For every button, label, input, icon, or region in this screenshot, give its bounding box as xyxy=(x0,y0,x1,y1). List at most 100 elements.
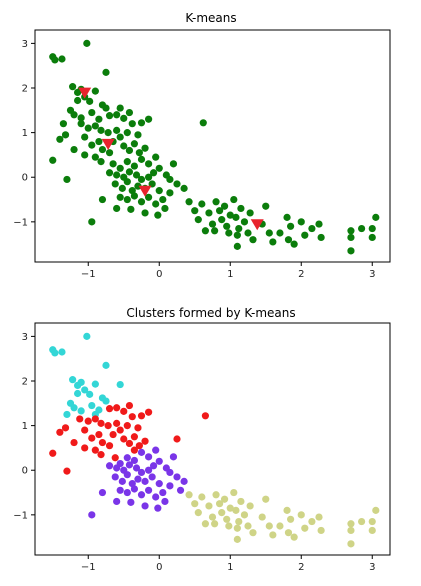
scatter-point xyxy=(232,506,240,514)
scatter-point xyxy=(98,438,107,447)
scatter-point xyxy=(244,522,252,530)
scatter-point xyxy=(246,209,254,217)
scatter-point xyxy=(159,195,167,204)
scatter-point xyxy=(347,227,355,235)
plot-frame xyxy=(34,29,391,263)
scatter-point xyxy=(77,407,85,415)
scatter-point xyxy=(102,397,110,405)
scatter-point xyxy=(315,220,323,228)
y-tick-label: −1 xyxy=(13,217,28,228)
scatter-point xyxy=(169,160,178,168)
scatter-point xyxy=(125,461,134,469)
chart-title: Clusters formed by K-means xyxy=(126,306,295,320)
scatter-point xyxy=(113,464,121,472)
scatter-point xyxy=(137,468,146,477)
scatter-point xyxy=(105,462,114,470)
scatter-point xyxy=(113,419,121,427)
scatter-point xyxy=(216,500,224,508)
scatter-point xyxy=(91,153,99,161)
scatter-point xyxy=(130,485,138,493)
scatter-point xyxy=(113,171,121,179)
scatter-point xyxy=(223,222,231,230)
scatter-point xyxy=(368,233,376,242)
scatter-point xyxy=(61,424,70,432)
scatter-point xyxy=(145,115,153,123)
scatter-point xyxy=(70,404,78,412)
scatter-point xyxy=(308,517,316,526)
scatter-point xyxy=(368,517,376,526)
scatter-point xyxy=(61,131,70,139)
scatter-point xyxy=(104,422,112,430)
scatter-point xyxy=(145,193,153,201)
x-tick-label: 3 xyxy=(369,562,375,573)
scatter-point xyxy=(134,131,142,139)
scatter-point xyxy=(137,412,146,420)
x-tick-label: 3 xyxy=(369,269,375,280)
scatter-point xyxy=(132,464,141,472)
centroid-marker xyxy=(78,87,92,99)
scatter-point xyxy=(120,435,128,443)
scatter-point xyxy=(125,439,134,448)
scatter-point xyxy=(74,389,82,398)
scatter-point xyxy=(77,378,85,386)
scatter-point xyxy=(84,417,92,425)
scatter-point xyxy=(120,114,128,122)
scatter-point xyxy=(127,498,135,506)
scatter-point xyxy=(148,473,156,481)
scatter-point xyxy=(123,454,131,462)
scatter-point xyxy=(125,401,134,410)
scatter-point xyxy=(58,55,66,63)
scatter-point xyxy=(97,419,105,427)
scatter-point xyxy=(113,404,121,412)
scatter-point xyxy=(137,448,146,456)
scatter-point xyxy=(132,171,141,179)
scatter-point xyxy=(76,415,84,423)
scatter-point xyxy=(265,229,273,237)
scatter-point xyxy=(63,410,71,419)
scatter-point xyxy=(218,509,226,517)
scatter-point xyxy=(372,213,380,221)
scatter-point xyxy=(233,524,241,532)
data-points xyxy=(49,39,380,255)
scatter-point xyxy=(201,412,209,420)
scatter-point xyxy=(223,515,231,523)
scatter-point xyxy=(97,451,105,459)
scatter-point xyxy=(166,175,174,184)
scatter-point xyxy=(130,433,138,441)
x-tick-label: 1 xyxy=(227,562,233,573)
scatter-point xyxy=(297,511,305,519)
scatter-point xyxy=(216,207,224,215)
scatter-point xyxy=(297,218,305,226)
scatter-point xyxy=(155,164,163,172)
scatter-point xyxy=(283,213,291,221)
scatter-point xyxy=(113,204,121,213)
scatter-point xyxy=(97,158,105,166)
scatter-point xyxy=(368,224,376,233)
scatter-point xyxy=(194,509,202,517)
y-tick-label: 3 xyxy=(22,39,28,50)
scatter-point xyxy=(308,224,316,233)
scatter-point xyxy=(240,218,249,226)
scatter-point xyxy=(123,178,131,186)
scatter-point xyxy=(111,180,119,188)
scatter-point xyxy=(123,195,131,204)
y-tick-label: 0 xyxy=(22,466,28,477)
scatter-point xyxy=(95,430,103,439)
scatter-point xyxy=(83,39,91,47)
scatter-point xyxy=(284,236,293,244)
scatter-point xyxy=(176,486,185,494)
scatter-point xyxy=(134,424,142,432)
scatter-point xyxy=(173,180,181,188)
scatter-point xyxy=(56,428,64,436)
scatter-point xyxy=(212,491,220,499)
scatter-point xyxy=(128,413,136,421)
scatter-point xyxy=(141,437,149,445)
y-tick-label: −1 xyxy=(13,510,28,521)
x-tick-label: 2 xyxy=(298,269,304,280)
scatter-point xyxy=(141,477,149,485)
scatter-point xyxy=(173,435,181,443)
chart-title: K-means xyxy=(185,11,236,25)
scatter-point xyxy=(301,231,309,239)
scatter-point xyxy=(347,520,355,528)
scatter-point xyxy=(116,164,124,172)
